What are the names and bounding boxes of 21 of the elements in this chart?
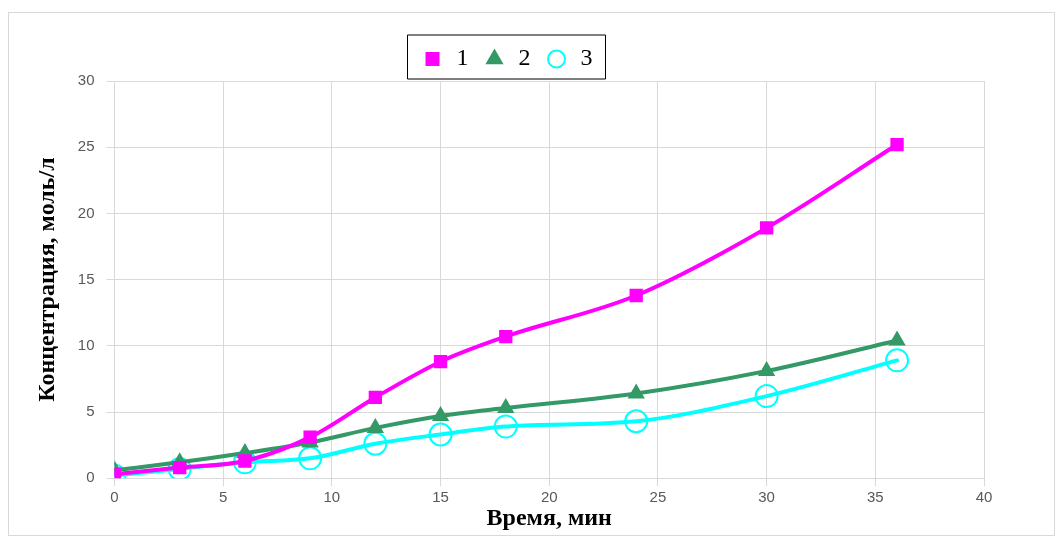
y-tick-label: 10 — [77, 335, 95, 353]
x-tick-label: 20 — [540, 488, 558, 506]
x-tick-label: 25 — [649, 488, 667, 506]
y-tick-label: 20 — [77, 203, 95, 221]
legend-label: 1 — [456, 44, 469, 71]
x-tick-label: 5 — [219, 488, 228, 506]
y-axis-title: Концентрация, моль/л — [32, 157, 59, 402]
x-axis-title: Время, мин — [486, 503, 613, 530]
x-tick-label: 40 — [975, 488, 993, 506]
x-tick-label: 30 — [758, 488, 775, 506]
x-tick-label: 0 — [110, 488, 119, 506]
x-tick-label: 35 — [866, 488, 884, 506]
x-tick-label: 15 — [432, 488, 449, 506]
y-tick-label: 15 — [77, 269, 95, 287]
x-tick-label: 10 — [323, 488, 341, 506]
y-tick-label: 0 — [86, 468, 95, 486]
y-tick-label: 30 — [77, 71, 95, 89]
y-tick-label: 25 — [77, 137, 95, 155]
legend-label: 3 — [580, 44, 593, 71]
y-tick-label: 5 — [86, 402, 95, 420]
legend-label: 2 — [518, 44, 531, 71]
